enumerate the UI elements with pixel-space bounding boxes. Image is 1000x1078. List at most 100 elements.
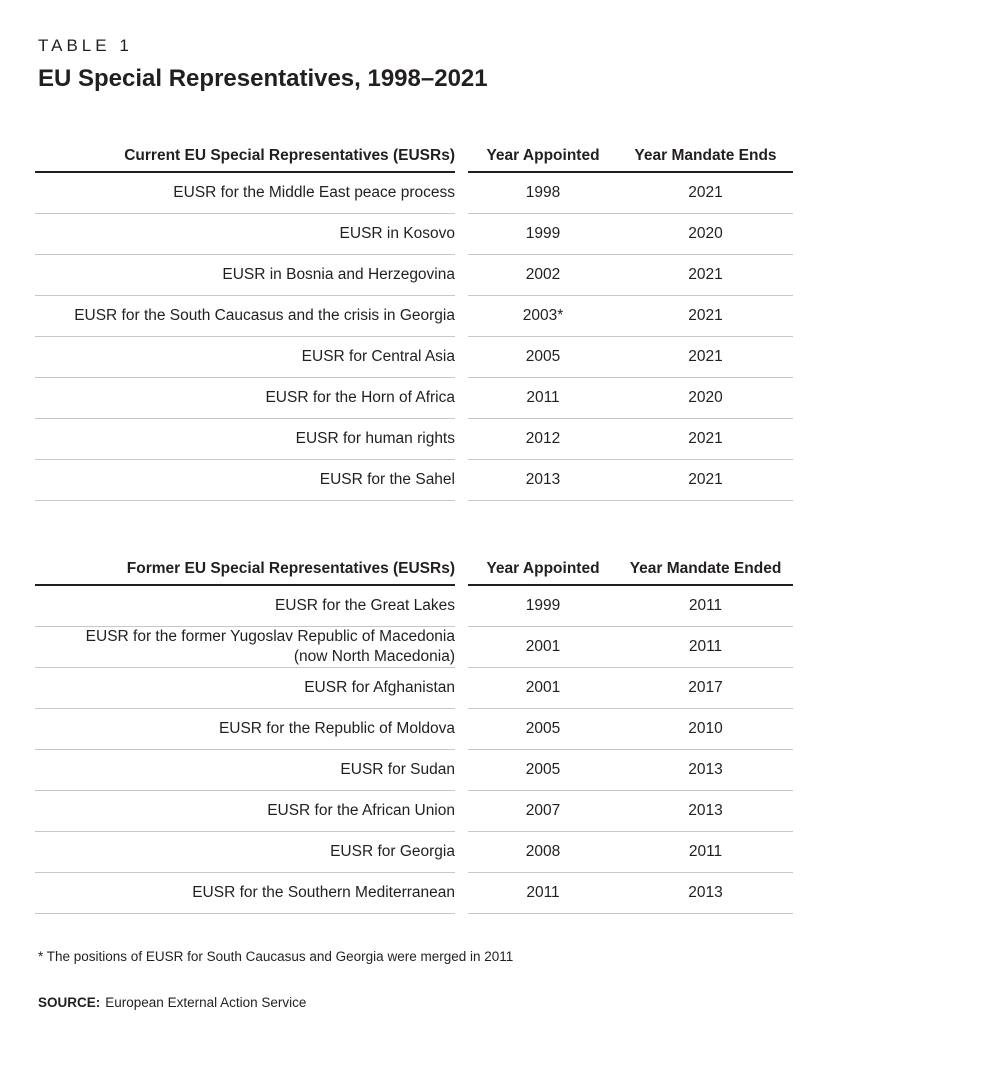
page: TABLE 1 EU Special Representatives, 1998… [35,36,793,1012]
column-header-representatives: Current EU Special Representatives (EUSR… [35,146,455,173]
cell-years-group: 2003* 2021 [468,296,793,337]
cell-years-group: 2011 2013 [468,873,793,914]
cell-year-appointed: 2002 [525,266,561,283]
cell-representative: EUSR for Sudan [35,750,455,791]
column-header-year-appointed: Year Appointed [486,560,600,577]
cell-years-group: 2012 2021 [468,419,793,460]
cell-year-mandate: 2021 [688,430,723,447]
cell-year-mandate: 2011 [688,843,723,860]
column-header-year-mandate: Year Mandate Ended [629,560,782,577]
cell-years-group: 2005 2010 [468,709,793,750]
cell-representative: EUSR for the former Yugoslav Republic of… [35,627,455,668]
cell-representative: EUSR for the Horn of Africa [35,378,455,419]
cell-year-appointed: 2003* [522,307,564,324]
column-gap [455,832,468,873]
cell-year-mandate: 2021 [688,266,723,283]
cell-year-mandate: 2021 [688,184,723,201]
page-title: EU Special Representatives, 1998–2021 [38,65,488,92]
cell-year-appointed: 2007 [525,802,561,819]
table-row: EUSR for the Great Lakes 1999 2011 [35,586,793,627]
cell-years-group: 2011 2020 [468,378,793,419]
cell-representative: EUSR for Central Asia [35,337,455,378]
cell-year-mandate: 2013 [688,884,723,901]
table-row: EUSR for Georgia 2008 2011 [35,832,793,873]
table-row: EUSR in Kosovo 1999 2020 [35,214,793,255]
cell-year-mandate: 2020 [688,389,723,406]
cell-years-group: 2008 2011 [468,832,793,873]
cell-year-appointed: 2008 [525,843,561,860]
cell-year-appointed: 2013 [525,471,561,488]
cell-years-group: 2005 2021 [468,337,793,378]
cell-years-group: 2001 2011 [468,627,793,668]
cell-year-mandate: 2011 [688,597,723,614]
cell-years-group: 1999 2020 [468,214,793,255]
table-row: EUSR for the Horn of Africa 2011 2020 [35,378,793,419]
column-gap [455,419,468,460]
cell-years-group: Year Appointed Year Mandate Ends [468,146,793,173]
table-row: EUSR for Central Asia 2005 2021 [35,337,793,378]
source-line: SOURCE: European External Action Service [38,994,793,1012]
cell-years-group: 2013 2021 [468,460,793,501]
table-row: EUSR for the South Caucasus and the cris… [35,296,793,337]
table-row: EUSR for the former Yugoslav Republic of… [35,627,793,668]
source-label: SOURCE: [38,995,101,1010]
cell-year-appointed: 2005 [525,720,561,737]
cell-representative: EUSR for the Sahel [35,460,455,501]
column-gap [455,255,468,296]
cell-year-mandate: 2013 [688,802,723,819]
cell-years-group: 1999 2011 [468,586,793,627]
cell-representative: EUSR for Georgia [35,832,455,873]
column-gap [455,337,468,378]
table-kicker: TABLE 1 [38,36,133,55]
cell-year-mandate: 2020 [688,225,723,242]
cell-years-group: 1998 2021 [468,173,793,214]
cell-year-appointed: 2001 [525,638,561,655]
table-row: EUSR for the Republic of Moldova 2005 2010 [35,709,793,750]
cell-year-mandate: 2021 [688,471,723,488]
cell-years-group: 2001 2017 [468,668,793,709]
cell-year-appointed: 2011 [526,884,560,901]
cell-year-appointed: 2011 [526,389,560,406]
cell-year-appointed: 2001 [525,679,561,696]
column-header-year-mandate: Year Mandate Ends [634,147,777,164]
table-row: EUSR in Bosnia and Herzegovina 2002 2021 [35,255,793,296]
cell-representative: EUSR for the Middle East peace process [35,173,455,214]
cell-years-group: 2007 2013 [468,791,793,832]
cell-years-group: 2002 2021 [468,255,793,296]
column-gap [455,378,468,419]
cell-years-group: Year Appointed Year Mandate Ended [468,559,793,586]
source-text: European External Action Service [105,995,307,1010]
cell-representative: EUSR for the African Union [35,791,455,832]
cell-representative: EUSR for the Southern Mediterranean [35,873,455,914]
cell-year-appointed: 2005 [525,348,561,365]
former-eusrs-table: Former EU Special Representatives (EUSRs… [35,559,793,914]
table-header-row: Current EU Special Representatives (EUSR… [35,146,793,173]
cell-representative: EUSR for the Republic of Moldova [35,709,455,750]
cell-year-appointed: 1999 [525,225,561,242]
table-row: EUSR for the Middle East peace process 19… [35,173,793,214]
cell-representative: EUSR for human rights [35,419,455,460]
column-header-representatives: Former EU Special Representatives (EUSRs… [35,559,455,586]
column-gap [455,586,468,627]
column-gap [455,559,468,586]
column-header-year-appointed: Year Appointed [486,147,600,164]
column-gap [455,627,468,668]
column-gap [455,668,468,709]
cell-year-mandate: 2011 [688,638,723,655]
cell-representative: EUSR for the South Caucasus and the cris… [35,296,455,337]
cell-year-mandate: 2021 [688,348,723,365]
table-row: EUSR for the Southern Mediterranean 2011 2… [35,873,793,914]
table-row: EUSR for human rights 2012 2021 [35,419,793,460]
cell-year-appointed: 2012 [525,430,561,447]
cell-year-mandate: 2017 [688,679,723,696]
cell-year-appointed: 1999 [525,597,561,614]
cell-year-mandate: 2013 [688,761,723,778]
cell-year-mandate: 2010 [688,720,723,737]
cell-year-appointed: 2005 [525,761,561,778]
cell-representative: EUSR for the Great Lakes [35,586,455,627]
cell-year-appointed: 1998 [525,184,561,201]
cell-year-mandate: 2021 [688,307,723,324]
column-gap [455,750,468,791]
column-gap [455,296,468,337]
table-row: EUSR for Sudan 2005 2013 [35,750,793,791]
